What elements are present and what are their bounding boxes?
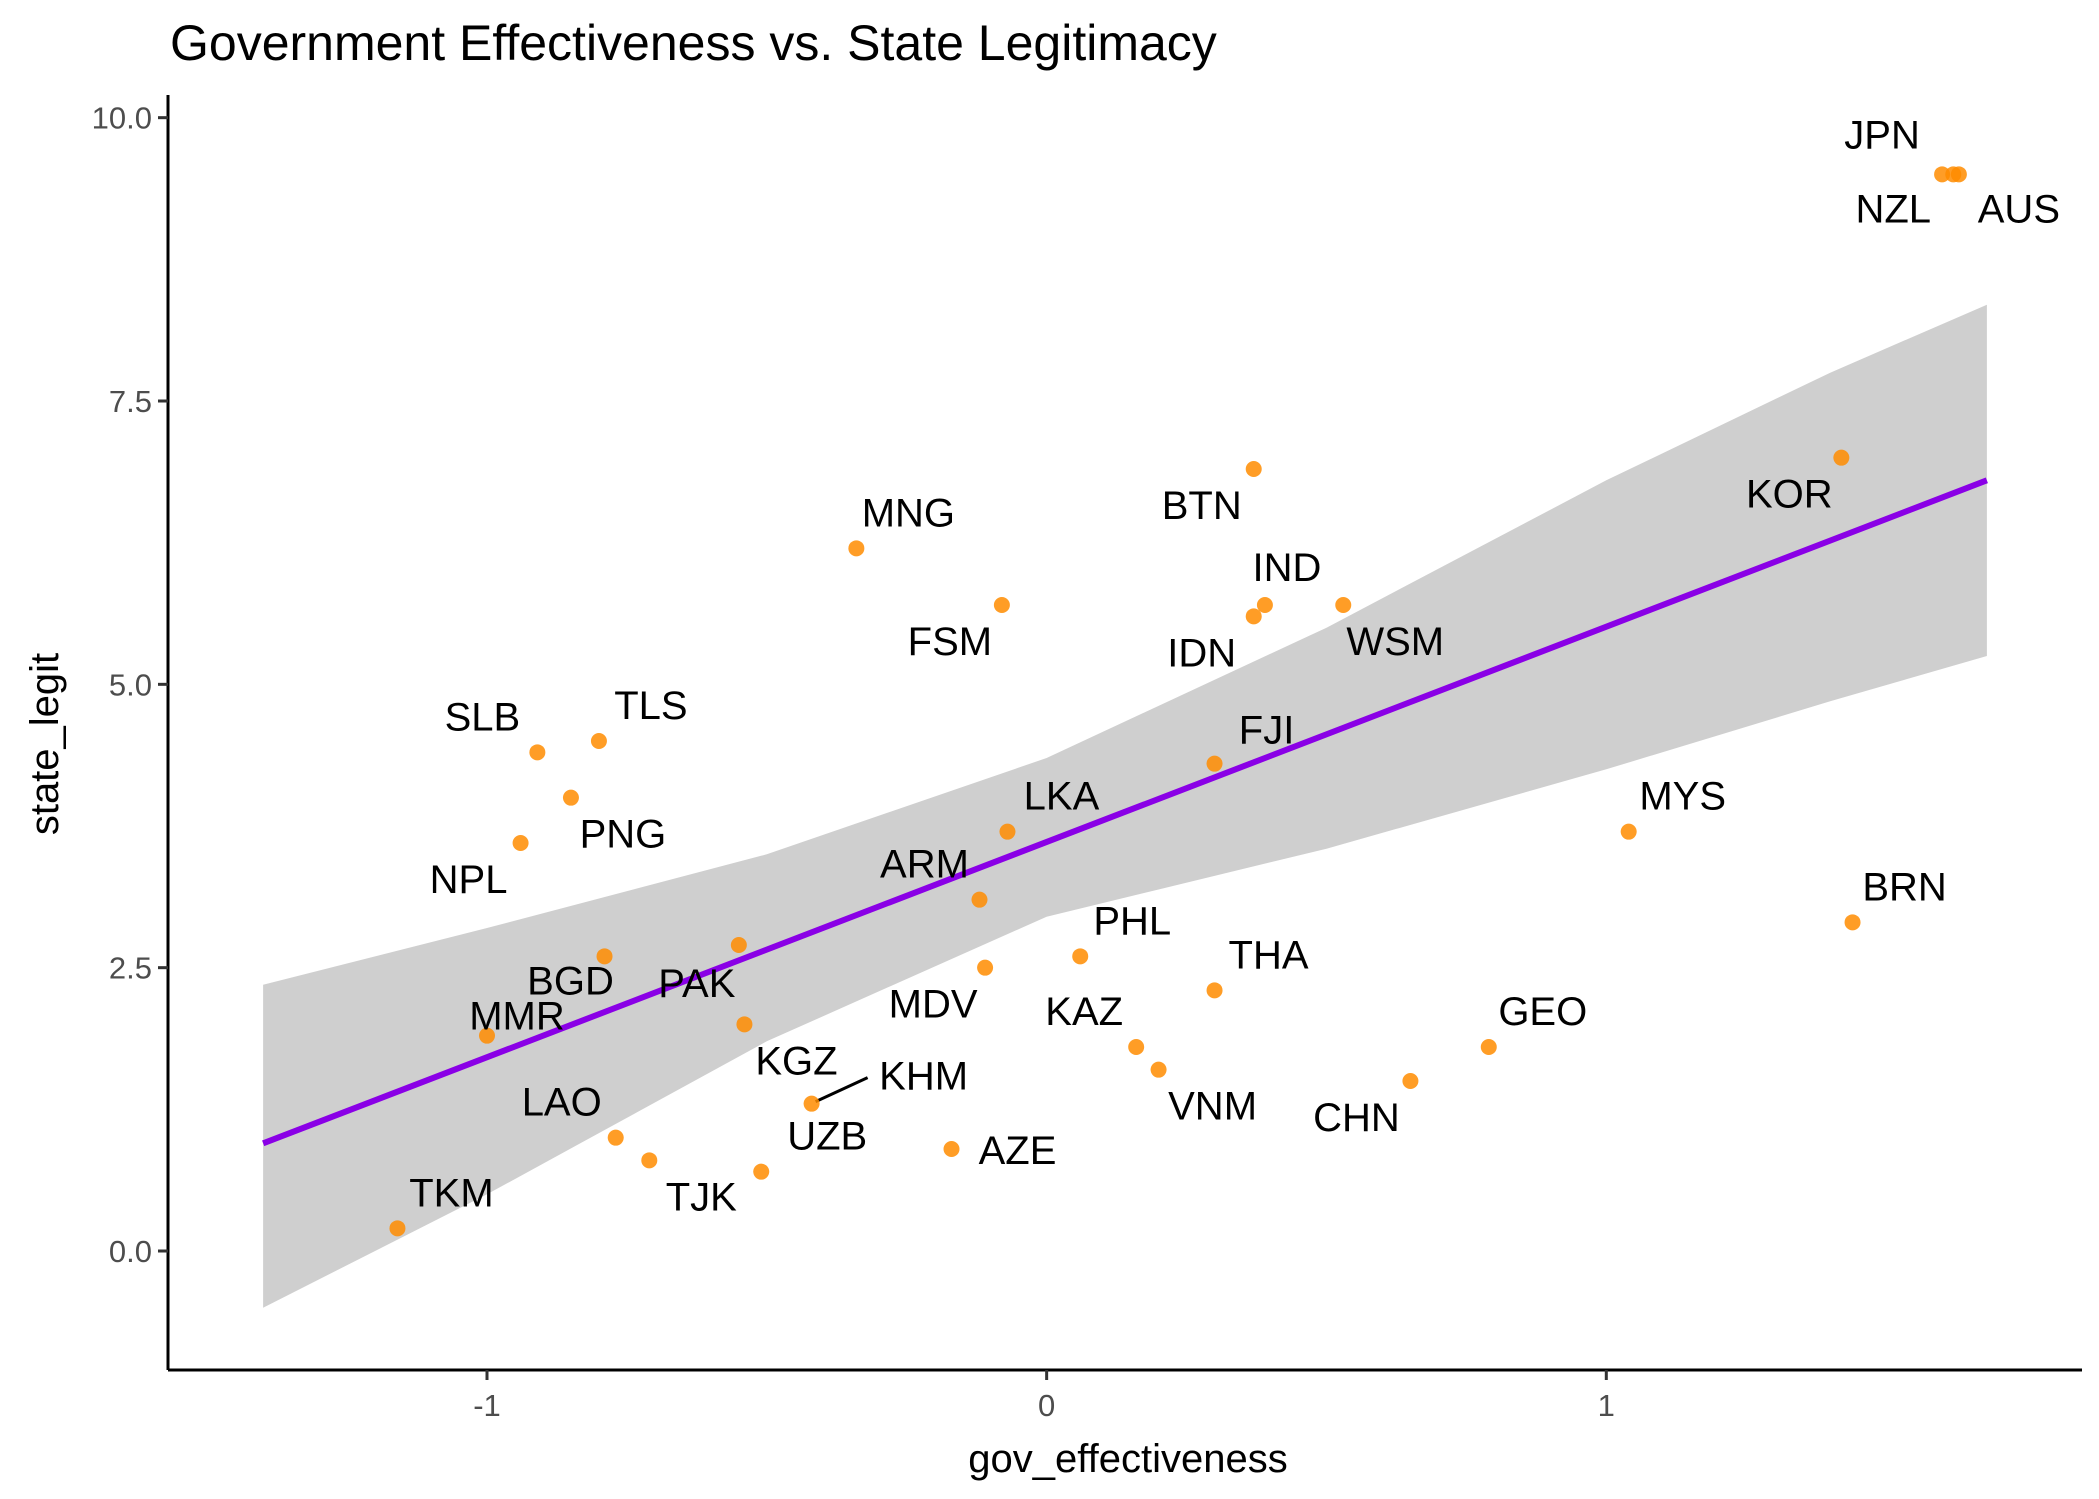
data-point [993,597,1010,613]
point-label: IND [1252,546,1321,590]
y-axis-title: state_legit [23,653,67,835]
data-point [607,1129,624,1146]
point-label: BRN [1862,865,1946,909]
data-point [479,1027,495,1044]
fit-line [262,477,1988,1147]
y-tick-label: 5.0 [109,667,152,702]
y-tick-label: 0.0 [109,1234,152,1269]
x-tick-label: 0 [1038,1388,1055,1423]
data-point [512,835,529,851]
point-label: FJI [1239,709,1295,753]
chart-title: Government Effectiveness vs. State Legit… [170,15,1217,71]
point-label: PAK [658,962,735,1006]
point-label: TKM [409,1171,493,1215]
data-point [1128,1039,1145,1055]
point-label: UZB [787,1115,867,1159]
data-point [1402,1073,1419,1089]
point-label: MDV [889,983,978,1027]
point-label: KGZ [755,1039,837,1083]
data-point [730,937,747,953]
point-label: JPN [1844,113,1920,157]
y-tick-label: 10.0 [92,101,152,136]
data-point [1950,166,1967,183]
point-label: KAZ [1045,990,1123,1034]
data-point [1150,1061,1167,1078]
data-point [1480,1039,1497,1055]
point-label: LKA [1024,775,1100,819]
x-tick-label: -1 [473,1388,501,1423]
point-label: LAO [522,1081,602,1125]
point-label: NPL [430,858,508,902]
point-label: TJK [666,1175,737,1219]
point-label: PNG [580,813,667,857]
point-label: AZE [979,1129,1057,1173]
point-label: MMR [469,995,565,1039]
data-point [641,1152,658,1169]
point-label: THA [1229,933,1309,977]
point-label: CHN [1313,1096,1400,1140]
data-point [1335,597,1352,613]
point-label: PHL [1093,899,1171,943]
data-point [1620,823,1637,840]
point-label: ARM [880,843,969,887]
data-point [1844,914,1861,931]
point-label: MYS [1639,775,1726,819]
point-label: GEO [1498,990,1587,1034]
point-label: TLS [614,684,687,728]
point-label: FSM [908,620,992,664]
data-point [848,540,865,557]
data-point [529,744,546,761]
data-point [803,1095,820,1112]
data-point [1245,608,1262,625]
data-point [999,823,1016,840]
x-axis-title: gov_effectiveness [968,1437,1287,1481]
data-point [1256,597,1273,613]
data-point [1245,461,1262,477]
plot-area: 0.0 2.5 5.0 7.5 10.0 -1 0 1 JPN NZL AUS KOR BTN MNG FS… [92,95,2082,1423]
point-label: KOR [1746,473,1833,517]
point-label: SLB [445,695,521,739]
data-point [1833,449,1850,466]
data-point [971,891,988,908]
point-label: BGD [527,959,614,1003]
y-tick-label: 7.5 [109,384,152,419]
data-point [590,733,607,749]
x-tick-label: 1 [1598,1388,1615,1423]
data-point [389,1220,406,1237]
y-tick-label: 2.5 [109,951,152,986]
point-label: BTN [1162,484,1242,528]
data-point [736,1016,753,1033]
label-leader-line [814,1076,869,1104]
data-point [1206,755,1223,772]
data-point [977,959,994,976]
point-label: WSM [1346,620,1444,664]
point-label: MNG [862,491,955,535]
point-label: IDN [1167,631,1236,675]
data-point [1934,166,1951,183]
data-point [1072,948,1089,965]
data-point [596,948,613,965]
data-point [562,789,579,806]
point-label: AUS [1978,187,2060,231]
data-point [943,1141,960,1157]
point-label: KHM [879,1055,968,1099]
data-point [753,1163,770,1180]
point-label: VNM [1168,1085,1257,1129]
confidence-band [263,304,1987,1308]
data-point [1206,982,1223,999]
point-label: NZL [1855,187,1931,231]
